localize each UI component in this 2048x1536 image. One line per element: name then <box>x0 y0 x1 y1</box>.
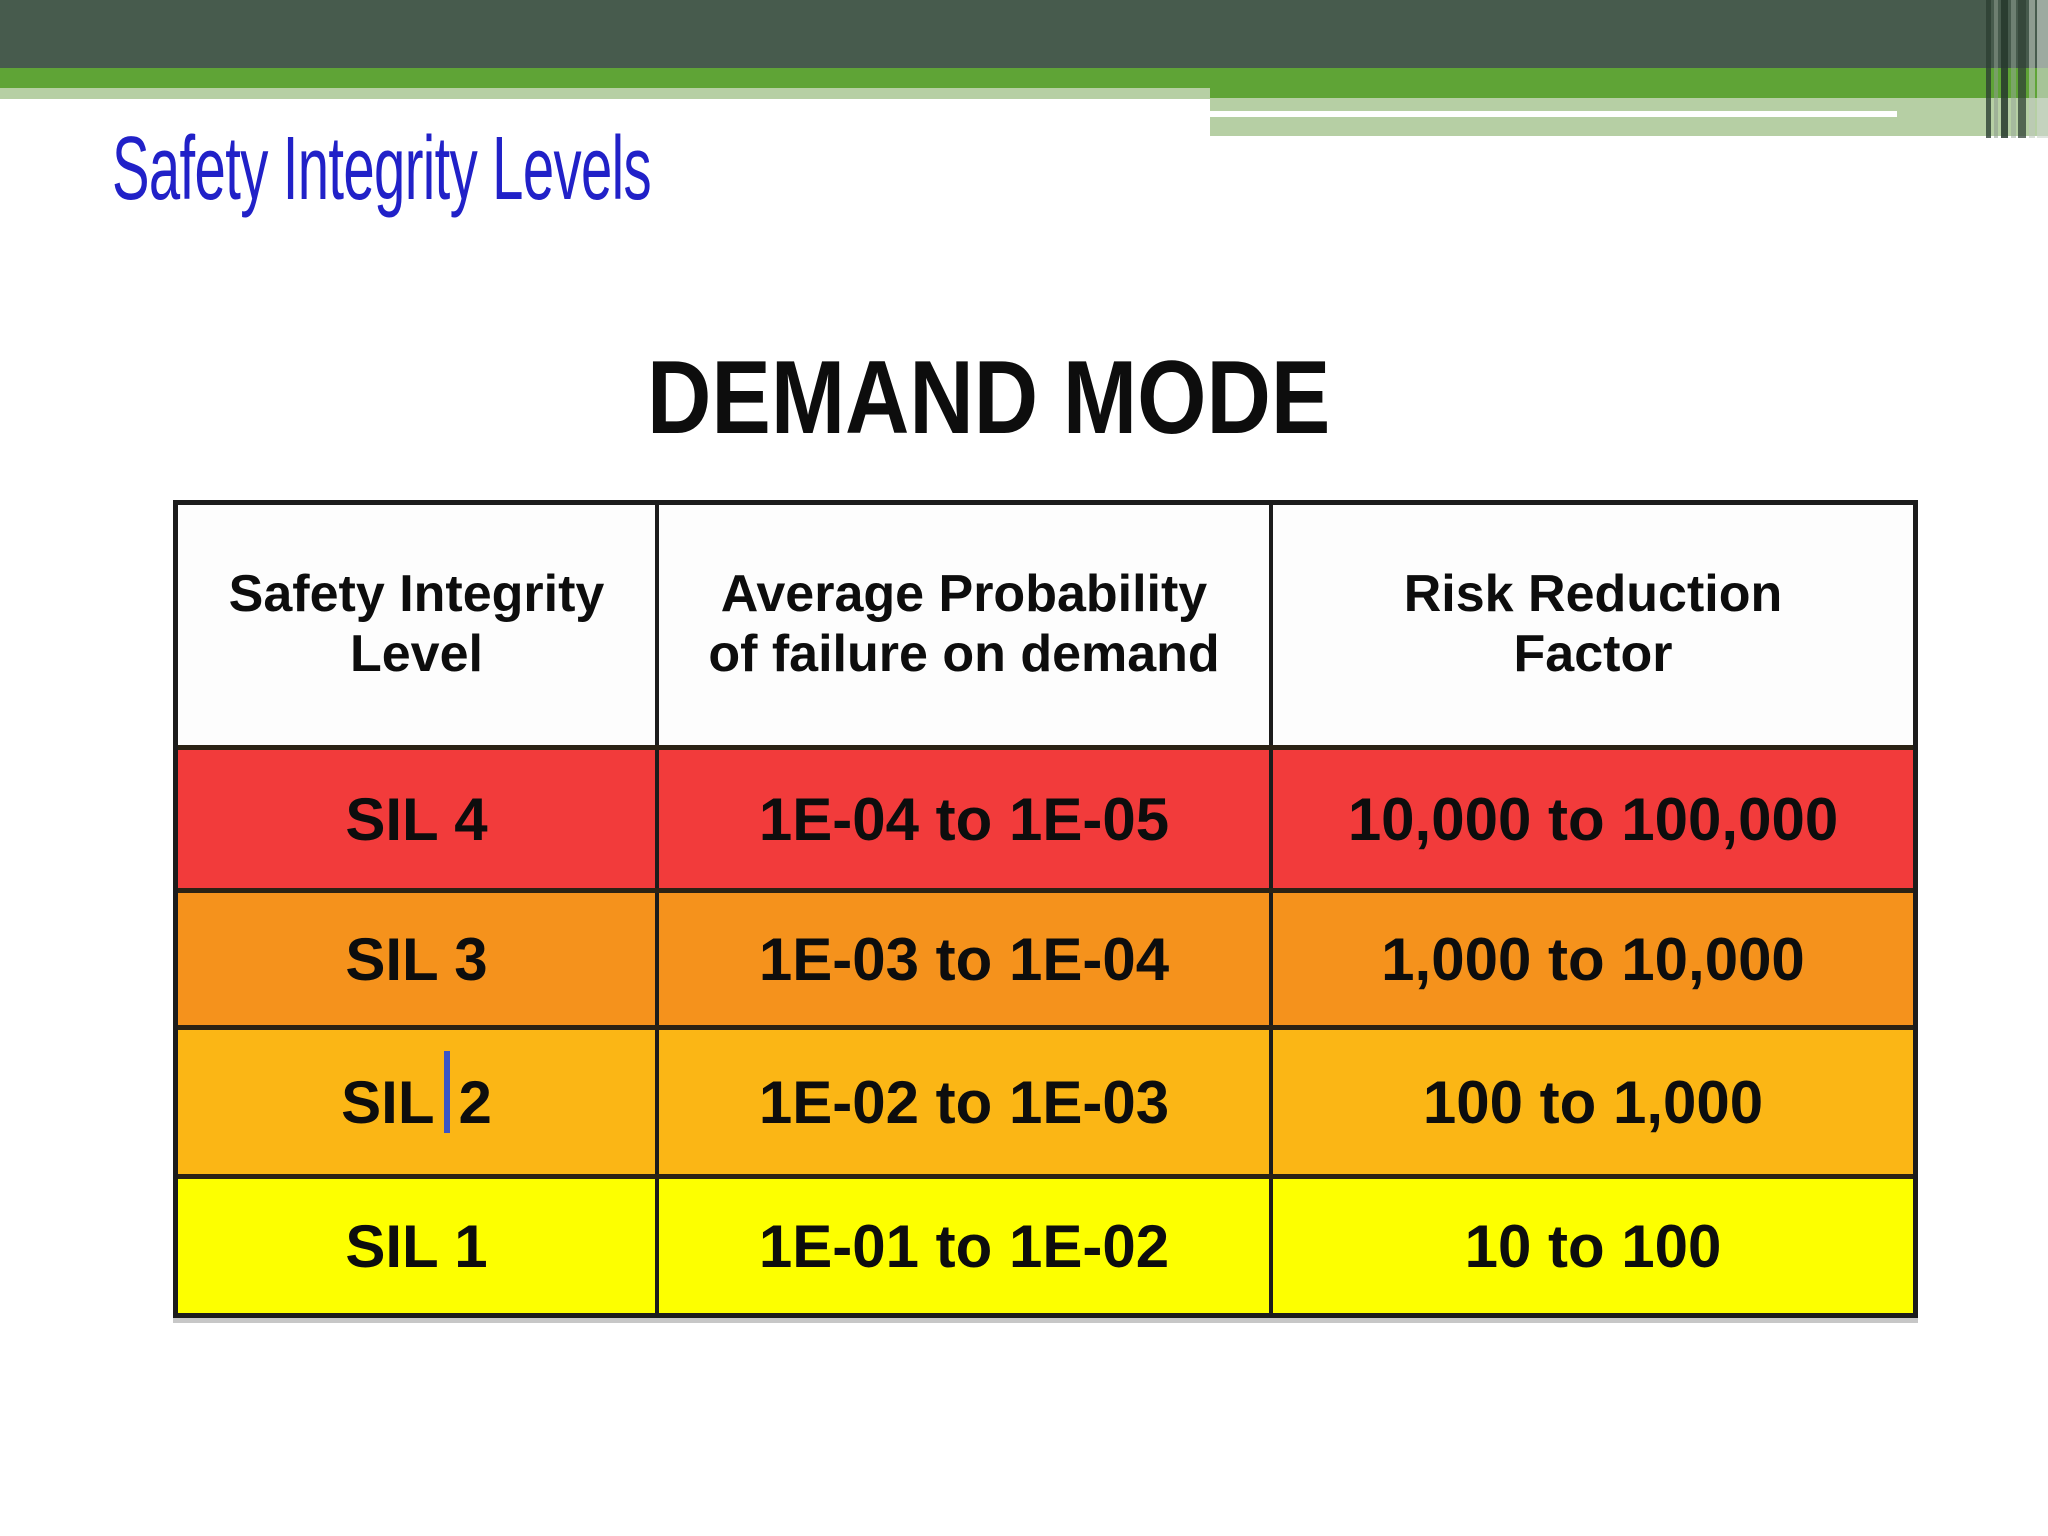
table-title[interactable]: DEMAND MODE <box>647 340 1331 456</box>
header-line: Factor <box>1513 625 1673 683</box>
banner-corner-stripe <box>1986 0 1991 138</box>
banner-white-stripe <box>1210 111 1897 117</box>
banner-light-band-right <box>1210 98 2048 136</box>
sil4-rrf-cell[interactable]: 10,000 to 100,000 <box>1269 750 1913 888</box>
banner-dark-band <box>0 0 2048 68</box>
header-line: Safety Integrity <box>228 565 605 624</box>
banner-corner-stripe <box>2018 0 2026 138</box>
banner-corner-stripe <box>2011 0 2016 138</box>
banner-green-band-right <box>1210 68 2048 98</box>
sil4-level-cell[interactable]: SIL 4 <box>178 750 655 888</box>
table-row-sil2: SIL 2 1E-02 to 1E-03 100 to 1,000 <box>178 1025 1913 1174</box>
sil3-level-cell[interactable]: SIL 3 <box>178 893 655 1025</box>
sil1-rrf-cell[interactable]: 10 to 100 <box>1269 1179 1913 1313</box>
table-row-sil3: SIL 3 1E-03 to 1E-04 1,000 to 10,000 <box>178 888 1913 1025</box>
column-header-rrf[interactable]: Risk Reduction Factor <box>1269 505 1913 745</box>
column-header-pfd[interactable]: Average Probability of failure on demand <box>655 505 1269 745</box>
sil3-rrf-cell[interactable]: 1,000 to 10,000 <box>1269 893 1913 1025</box>
text-cursor <box>444 1051 451 1133</box>
column-header-sil[interactable]: Safety Integrity Level <box>178 505 655 745</box>
table-row-sil1: SIL 1 1E-01 to 1E-02 10 to 100 <box>178 1174 1913 1313</box>
slide-heading[interactable]: Safety Integrity Levels <box>112 119 652 219</box>
table-row-sil4: SIL 4 1E-04 to 1E-05 10,000 to 100,000 <box>178 745 1913 888</box>
sil4-pfd-cell[interactable]: 1E-04 to 1E-05 <box>655 750 1269 888</box>
header-line: Level <box>350 625 483 683</box>
sil-table[interactable]: Safety Integrity Level Average Probabili… <box>173 500 1918 1318</box>
banner-light-band-left <box>0 88 1210 99</box>
sil3-pfd-cell[interactable]: 1E-03 to 1E-04 <box>655 893 1269 1025</box>
sil2-level-cell[interactable]: SIL 2 <box>178 1030 655 1174</box>
sil2-level-number: 2 <box>458 1068 492 1136</box>
sil2-level-text: SIL <box>341 1068 435 1136</box>
sil2-pfd-cell[interactable]: 1E-02 to 1E-03 <box>655 1030 1269 1174</box>
sil2-rrf-cell[interactable]: 100 to 1,000 <box>1269 1030 1913 1174</box>
banner-corner-stripe <box>2001 0 2008 138</box>
banner-corner-stripe <box>2029 0 2035 138</box>
sil1-level-cell[interactable]: SIL 1 <box>178 1179 655 1313</box>
table-header-row: Safety Integrity Level Average Probabili… <box>178 505 1913 745</box>
header-line: of failure on demand <box>708 625 1220 683</box>
banner-corner-stripe <box>1994 0 1998 138</box>
banner-green-band-left <box>0 68 1210 88</box>
sil1-pfd-cell[interactable]: 1E-01 to 1E-02 <box>655 1179 1269 1313</box>
header-line: Average Probability <box>720 565 1208 624</box>
banner-corner-stripe <box>2037 0 2048 138</box>
header-line: Risk Reduction <box>1403 565 1783 624</box>
